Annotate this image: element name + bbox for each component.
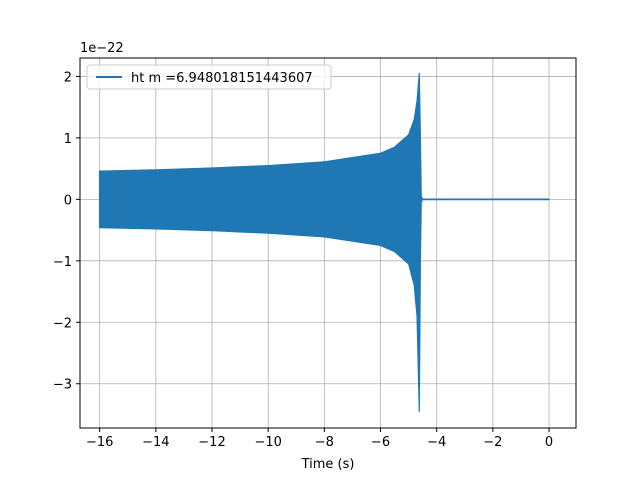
x-tick-label: −8 — [315, 435, 334, 450]
series-layer — [98, 72, 550, 413]
legend: ht m =6.948018151443607 — [86, 64, 332, 90]
y-axis: −3 −2 −1 0 1 2 — [53, 70, 80, 393]
x-axis: −16 −14 −12 −10 −8 −6 −4 −2 0 — [86, 428, 553, 450]
x-tick-label: −10 — [254, 435, 281, 450]
x-tick-label: −12 — [198, 435, 225, 450]
y-tick-label: −3 — [53, 378, 72, 393]
x-tick-label: −6 — [371, 435, 390, 450]
y-offset-label: 1e−22 — [80, 41, 124, 56]
legend-box — [86, 64, 332, 90]
x-tick-label: −4 — [427, 435, 446, 450]
x-tick-label: 0 — [545, 435, 553, 450]
x-tick-label: −2 — [483, 435, 502, 450]
plot-area-frame — [79, 57, 577, 429]
x-tick-label: −16 — [86, 435, 113, 450]
y-tick-label: 0 — [64, 193, 72, 208]
x-axis-label: Time (s) — [301, 457, 355, 472]
y-tick-label: 1 — [64, 132, 72, 147]
y-tick-label: −2 — [53, 316, 72, 331]
x-tick-label: −14 — [142, 435, 169, 450]
grid — [80, 58, 576, 428]
y-tick-label: 2 — [64, 70, 72, 85]
legend-entry-label: ht m =6.948018151443607 — [131, 71, 313, 86]
y-tick-label: −1 — [53, 255, 72, 270]
